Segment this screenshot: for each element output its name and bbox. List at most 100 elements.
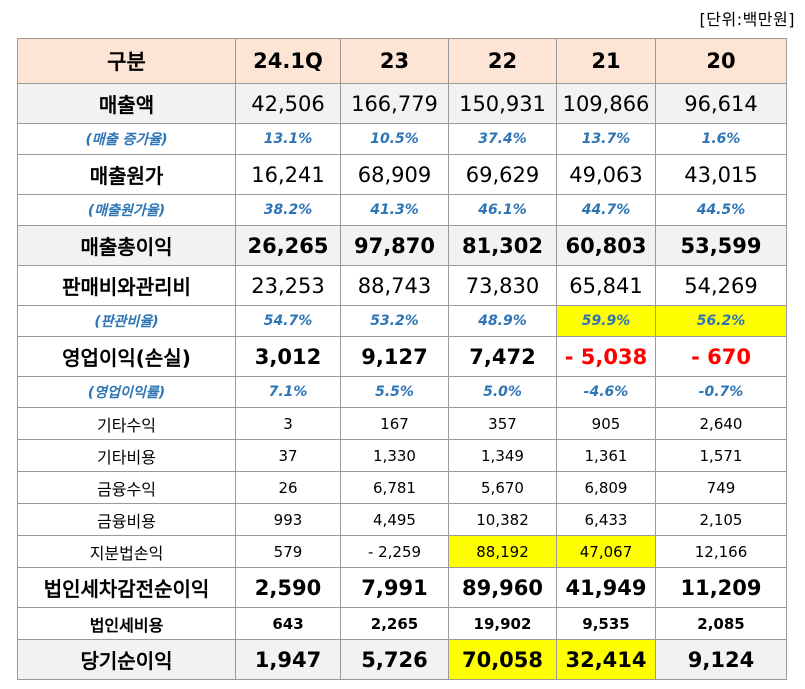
table-cell: 81,302 — [448, 225, 557, 266]
header-cell-category: 구분 — [17, 38, 236, 84]
table-row: 기타수익 3 167 357 905 2,640 — [17, 407, 787, 440]
table-cell: 11,209 — [655, 567, 787, 608]
table-cell: 7,991 — [340, 567, 449, 608]
row-label: (매출 증가율) — [17, 123, 236, 155]
table-cell: 26,265 — [235, 225, 341, 266]
table-cell: 13.1% — [235, 123, 341, 155]
table-row: 매출총이익 26,265 97,870 81,302 60,803 53,599 — [17, 225, 787, 266]
header-cell-21: 21 — [556, 38, 656, 84]
table-cell: 1,349 — [448, 439, 557, 472]
negative-cell: - 5,038 — [556, 336, 656, 377]
table-cell: 97,870 — [340, 225, 449, 266]
table-cell: 993 — [235, 503, 341, 536]
table-row: 판매비와관리비 23,253 88,743 73,830 65,841 54,2… — [17, 265, 787, 306]
table-cell: 3,012 — [235, 336, 341, 377]
table-cell: 41,949 — [556, 567, 656, 608]
table-cell: 26 — [235, 471, 341, 504]
income-statement-table: 구분 24.1Q 23 22 21 20 매출액 42,506 166,779 … — [17, 38, 787, 680]
table-cell: 9,127 — [340, 336, 449, 377]
table-cell: 7.1% — [235, 376, 341, 408]
highlighted-cell: 32,414 — [556, 639, 656, 680]
row-label: 매출총이익 — [17, 225, 236, 266]
table-cell: 905 — [556, 407, 656, 440]
table-cell: 41.3% — [340, 194, 449, 226]
table-cell: 2,105 — [655, 503, 787, 536]
table-cell: 23,253 — [235, 265, 341, 306]
table-cell: 9,535 — [556, 607, 656, 640]
table-cell: 2,590 — [235, 567, 341, 608]
table-cell: 2,640 — [655, 407, 787, 440]
table-row: 매출액 42,506 166,779 150,931 109,866 96,61… — [17, 83, 787, 124]
table-cell: 37 — [235, 439, 341, 472]
table-cell: 749 — [655, 471, 787, 504]
table-cell: 1,330 — [340, 439, 449, 472]
table-cell: 37.4% — [448, 123, 557, 155]
table-row: 기타비용 37 1,330 1,349 1,361 1,571 — [17, 439, 787, 472]
row-label: 금융수익 — [17, 471, 236, 504]
table-cell: 88,743 — [340, 265, 449, 306]
row-label: 법인세비용 — [17, 607, 236, 640]
table-cell: 65,841 — [556, 265, 656, 306]
table-cell: 44.5% — [655, 194, 787, 226]
unit-note: [단위:백만원] — [699, 10, 795, 29]
header-cell-22: 22 — [448, 38, 557, 84]
table-cell: 1.6% — [655, 123, 787, 155]
table-cell: 13.7% — [556, 123, 656, 155]
table-row: (매출 증가율) 13.1% 10.5% 37.4% 13.7% 1.6% — [17, 123, 787, 155]
table-row: 법인세차감전순이익 2,590 7,991 89,960 41,949 11,2… — [17, 567, 787, 608]
row-label: (매출원가율) — [17, 194, 236, 226]
row-label: 기타수익 — [17, 407, 236, 440]
row-label: 지분법손익 — [17, 535, 236, 568]
header-row: 구분 24.1Q 23 22 21 20 — [17, 38, 787, 84]
table-cell: 166,779 — [340, 83, 449, 124]
row-label: 영업이익(손실) — [17, 336, 236, 377]
table-cell: - 2,259 — [340, 535, 449, 568]
highlighted-cell: 47,067 — [556, 535, 656, 568]
table-cell: 1,361 — [556, 439, 656, 472]
header-cell-24-1q: 24.1Q — [235, 38, 341, 84]
table-cell: 5,670 — [448, 471, 557, 504]
table-cell: 42,506 — [235, 83, 341, 124]
table-cell: 357 — [448, 407, 557, 440]
table-row: (매출원가율) 38.2% 41.3% 46.1% 44.7% 44.5% — [17, 194, 787, 226]
table-row: 영업이익(손실) 3,012 9,127 7,472 - 5,038 - 670 — [17, 336, 787, 377]
table-cell: -4.6% — [556, 376, 656, 408]
table-cell: 1,947 — [235, 639, 341, 680]
table-cell: 60,803 — [556, 225, 656, 266]
table-cell: 5,726 — [340, 639, 449, 680]
header-cell-20: 20 — [655, 38, 787, 84]
table-cell: 12,166 — [655, 535, 787, 568]
table-cell: 10,382 — [448, 503, 557, 536]
table-cell: 68,909 — [340, 154, 449, 195]
table-cell: 54.7% — [235, 305, 341, 337]
table-cell: 53.2% — [340, 305, 449, 337]
table-cell: 9,124 — [655, 639, 787, 680]
table-cell: 19,902 — [448, 607, 557, 640]
table-cell: 2,085 — [655, 607, 787, 640]
highlighted-cell: 56.2% — [655, 305, 787, 337]
table-row: 법인세비용 643 2,265 19,902 9,535 2,085 — [17, 607, 787, 640]
table-cell: 109,866 — [556, 83, 656, 124]
row-label: 금융비용 — [17, 503, 236, 536]
table-cell: 89,960 — [448, 567, 557, 608]
table-cell: 5.5% — [340, 376, 449, 408]
table-cell: 96,614 — [655, 83, 787, 124]
table-cell: 69,629 — [448, 154, 557, 195]
table-cell: 3 — [235, 407, 341, 440]
table-cell: 43,015 — [655, 154, 787, 195]
table-cell: 167 — [340, 407, 449, 440]
row-label: 법인세차감전순이익 — [17, 567, 236, 608]
row-label: 판매비와관리비 — [17, 265, 236, 306]
table-cell: 10.5% — [340, 123, 449, 155]
header-cell-23: 23 — [340, 38, 449, 84]
table-row: 금융비용 993 4,495 10,382 6,433 2,105 — [17, 503, 787, 536]
table-cell: 46.1% — [448, 194, 557, 226]
table-cell: 6,809 — [556, 471, 656, 504]
highlighted-cell: 88,192 — [448, 535, 557, 568]
table-cell: 6,433 — [556, 503, 656, 536]
table-cell: 579 — [235, 535, 341, 568]
table-cell: 150,931 — [448, 83, 557, 124]
row-label: 매출액 — [17, 83, 236, 124]
row-label: 기타비용 — [17, 439, 236, 472]
table-cell: 49,063 — [556, 154, 656, 195]
